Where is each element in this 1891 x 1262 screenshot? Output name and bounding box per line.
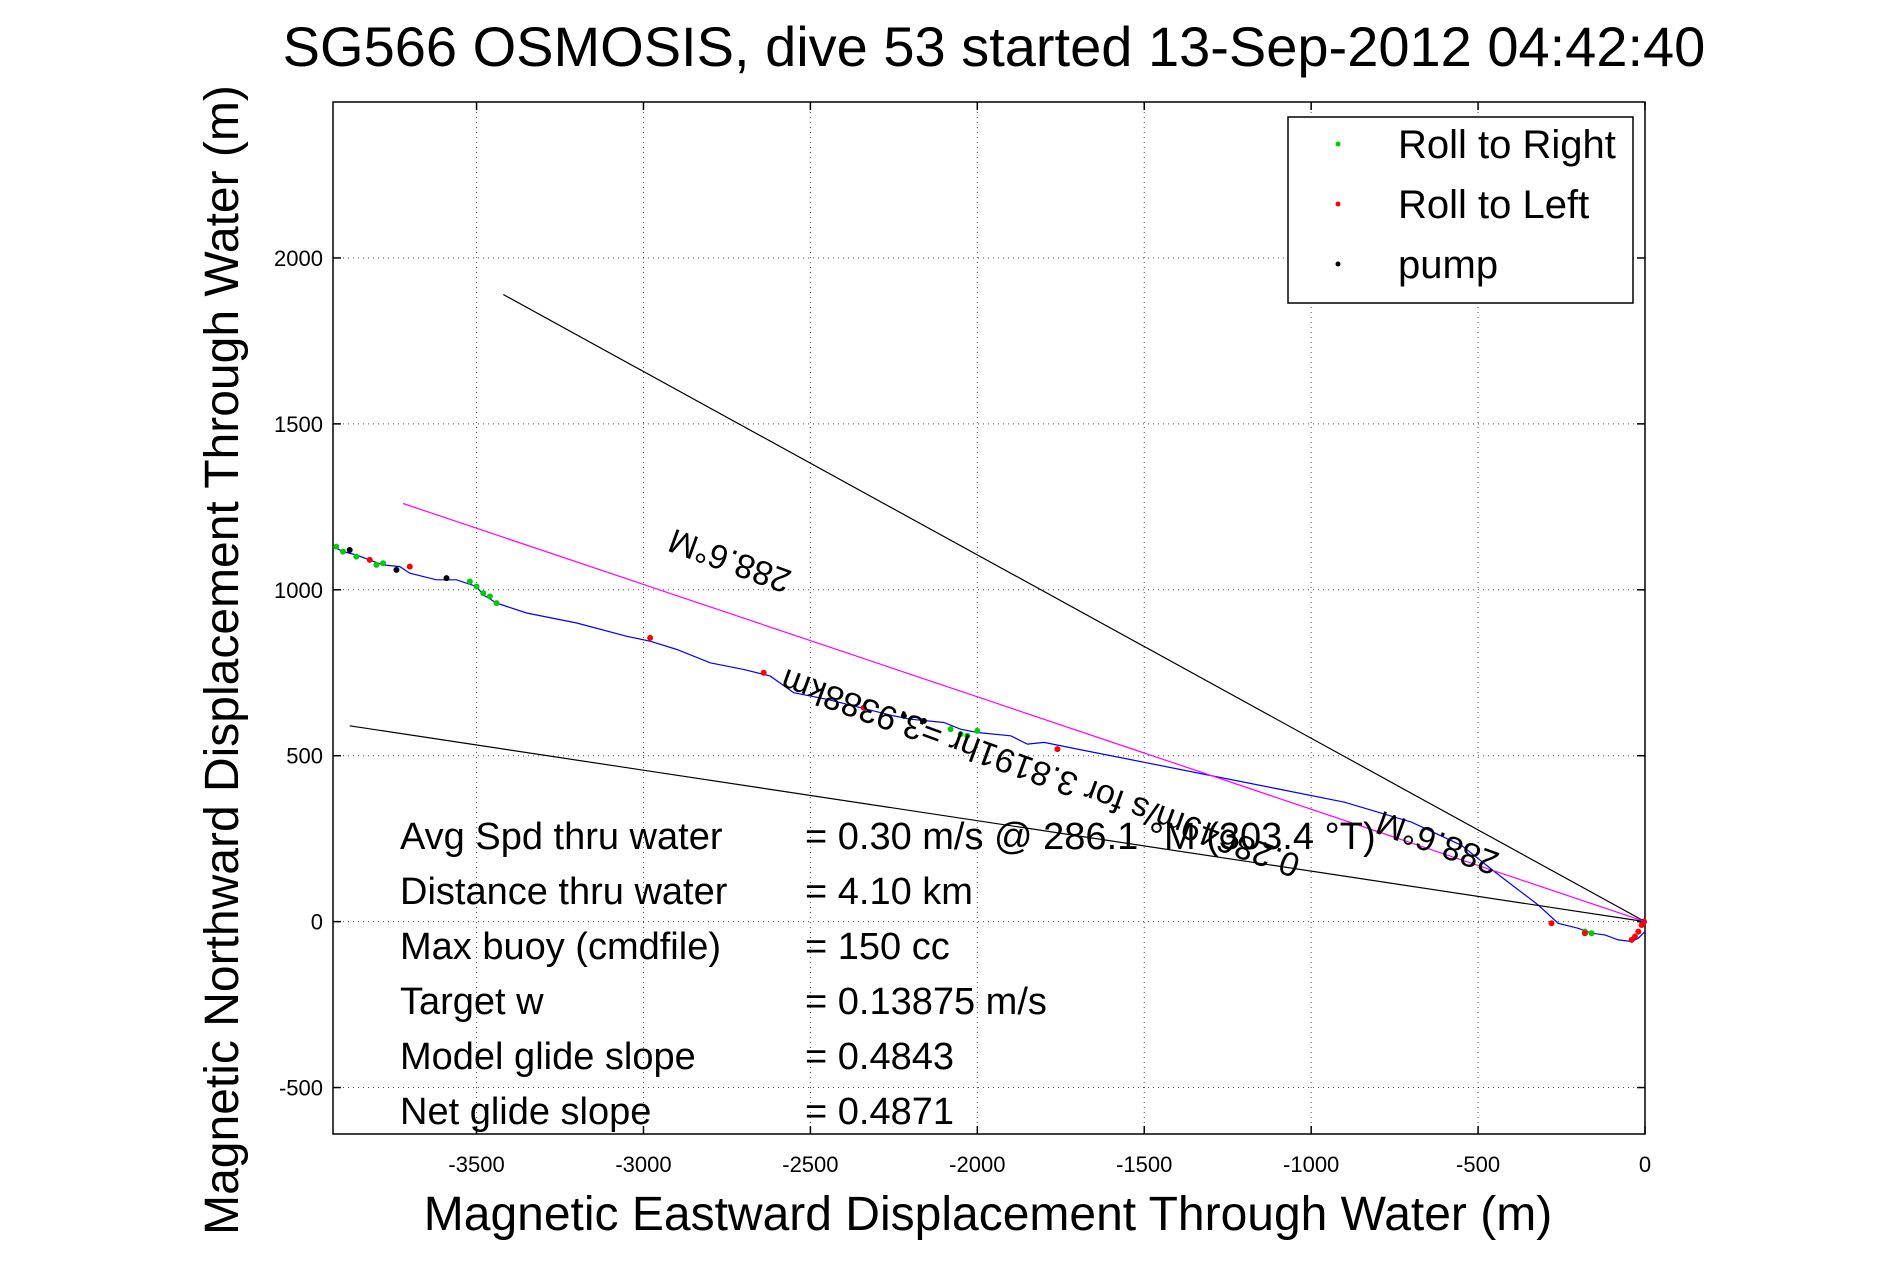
marker-point — [346, 546, 353, 553]
marker-point — [393, 566, 400, 573]
series-group — [332, 293, 1647, 943]
marker-point — [647, 634, 654, 641]
stat-label: Model glide slope — [400, 1036, 696, 1078]
marker-point — [480, 590, 487, 597]
y-tick-label: 500 — [286, 744, 323, 769]
x-tick-label: -500 — [1456, 1152, 1500, 1177]
marker-point — [333, 543, 340, 550]
legend-label: Roll to Left — [1398, 183, 1589, 227]
x-tick-label: -3500 — [448, 1152, 504, 1177]
marker-point — [466, 578, 473, 585]
y-tick-label: 0 — [311, 910, 323, 935]
legend-box — [1287, 116, 1634, 304]
marker-point — [380, 560, 387, 567]
stat-value: = 150 cc — [805, 926, 950, 968]
stat-label: Distance thru water — [400, 871, 728, 913]
marker-point — [974, 727, 981, 734]
marker-point — [957, 731, 964, 738]
legend-label: Roll to Right — [1398, 123, 1616, 167]
stat-value: = 0.4843 — [805, 1036, 954, 1078]
y-tick-label: 1000 — [274, 578, 323, 603]
legend-marker — [1335, 261, 1341, 267]
series-pump — [346, 546, 927, 724]
legend: Roll to Right Roll to Left pump — [1287, 116, 1634, 304]
stat-label: Max buoy (cmdfile) — [400, 926, 721, 968]
series-line-5 — [349, 725, 1646, 923]
legend-marker — [1335, 141, 1341, 147]
chart-title: SG566 OSMOSIS, dive 53 started 13-Sep-20… — [283, 15, 1706, 78]
plot-frame — [332, 101, 1646, 1135]
marker-point — [860, 704, 867, 711]
stat-value: = 4.10 km — [805, 871, 973, 913]
legend-label: pump — [1398, 243, 1498, 287]
x-tick-label: -2000 — [949, 1152, 1005, 1177]
stat-label: Target w — [400, 981, 544, 1023]
stat-value: = 0.4871 — [805, 1091, 954, 1133]
marker-point — [1635, 928, 1642, 935]
marker-point — [900, 712, 907, 719]
x-axis-title: Magnetic Eastward Displacement Through W… — [424, 1188, 1552, 1241]
x-tick-label: -1500 — [1116, 1152, 1172, 1177]
y-tick-label: 1500 — [274, 412, 323, 437]
stat-value: = 0.13875 m/s — [805, 981, 1047, 1023]
marker-point — [1581, 930, 1588, 937]
marker-point — [1628, 936, 1635, 943]
stat-label: Net glide slope — [400, 1091, 651, 1133]
stat-label: Avg Spd thru water — [400, 816, 723, 858]
marker-point — [1054, 746, 1061, 753]
marker-point — [406, 563, 413, 570]
marker-point — [353, 553, 360, 560]
marker-point — [373, 561, 380, 568]
marker-point — [964, 732, 971, 739]
x-tick-label: 0 — [1639, 1152, 1651, 1177]
marker-point — [760, 669, 767, 676]
axes: -3500 -3000 -2500 -2000 -1500 -1000 -500 0 -500 0… — [274, 102, 1651, 1177]
marker-point — [947, 726, 954, 733]
stats-block: Avg Spd thru water = 0.30 m/s @ 286.1 °M … — [400, 816, 1376, 1133]
series-line-4 — [503, 293, 1646, 923]
y-axis-title: Magnetic Northward Displacement Through … — [196, 85, 249, 1235]
y-tick-label: -500 — [279, 1076, 323, 1101]
marker-point — [366, 556, 373, 563]
stat-value: = 0.30 m/s @ 286.1 °M (303.4 °T) — [805, 816, 1376, 858]
marker-point — [443, 575, 450, 582]
x-tick-label: -1000 — [1283, 1152, 1339, 1177]
marker-point — [340, 548, 347, 555]
marker-point — [920, 717, 927, 724]
marker-point — [1548, 920, 1555, 927]
marker-point — [486, 593, 493, 600]
series-roll-to-left — [366, 556, 1647, 943]
grid — [333, 102, 1646, 1134]
marker-point — [493, 600, 500, 607]
marker-point — [1588, 930, 1595, 937]
marker-point — [473, 583, 480, 590]
series-line-6 — [402, 502, 1646, 923]
x-tick-label: -2500 — [782, 1152, 838, 1177]
legend-marker — [1335, 201, 1341, 207]
y-tick-label: 2000 — [274, 246, 323, 271]
x-tick-label: -3000 — [615, 1152, 671, 1177]
